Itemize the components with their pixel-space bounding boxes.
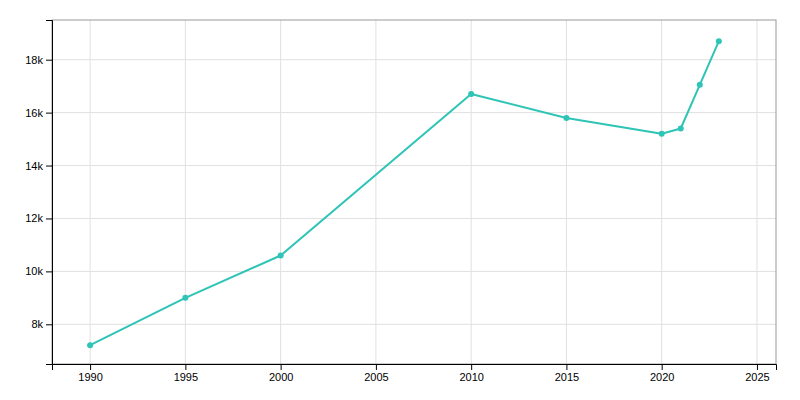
tick-label: 8k <box>31 318 43 330</box>
grid-line <box>661 20 662 364</box>
point <box>468 91 474 97</box>
tick: 2015 <box>555 364 579 383</box>
tick: 18k <box>25 54 52 66</box>
tick-mark <box>281 364 282 370</box>
grid-line <box>566 20 567 364</box>
tick: 2010 <box>459 364 483 383</box>
tick-mark <box>46 166 52 167</box>
tick-mark <box>566 364 567 370</box>
marks <box>87 38 722 348</box>
tick-mark <box>662 364 663 370</box>
point <box>716 38 722 44</box>
tick: 2025 <box>745 364 769 383</box>
point <box>563 115 569 121</box>
tick: 8k <box>31 318 52 330</box>
point <box>182 295 188 301</box>
tick-label: 1995 <box>174 371 198 383</box>
grid <box>52 20 776 364</box>
tick-mark <box>46 60 52 61</box>
grid-line <box>471 20 472 364</box>
tick-mark <box>185 364 186 370</box>
point <box>678 125 684 131</box>
x-axis: 1990 1995 2000 2005 2010 2015 2020 2025 <box>53 364 777 383</box>
tick-label: 2015 <box>555 371 579 383</box>
tick-mark <box>46 113 52 114</box>
axis-line <box>46 21 53 365</box>
grid-line <box>280 20 281 364</box>
grid-line <box>52 112 776 113</box>
tick: 10k <box>25 265 52 277</box>
tick-label: 10k <box>25 265 43 277</box>
point <box>697 82 703 88</box>
tick-label: 2005 <box>364 371 388 383</box>
tick-label: 2025 <box>745 371 769 383</box>
grid-line <box>52 324 776 325</box>
tick-mark <box>46 218 52 219</box>
tick: 2000 <box>269 364 293 383</box>
tick-mark <box>757 364 758 370</box>
tick: 1990 <box>78 364 102 383</box>
tick: 12k <box>25 212 52 224</box>
chart: 1990 1995 2000 2005 2010 2015 2020 2025 8k 10k 12k… <box>0 0 800 400</box>
axis-line <box>53 365 777 371</box>
point <box>659 131 665 137</box>
grid-line <box>52 59 776 60</box>
point <box>87 342 93 348</box>
tick: 2005 <box>364 364 388 383</box>
grid-line <box>52 218 776 219</box>
point <box>278 253 284 259</box>
grid-line <box>375 20 376 364</box>
tick-label: 18k <box>25 54 43 66</box>
plot-frame <box>52 20 776 364</box>
plot: 1990 1995 2000 2005 2010 2015 2020 2025 8k 10k 12k… <box>25 20 776 383</box>
tick-mark <box>46 271 52 272</box>
tick-mark <box>46 324 52 325</box>
tick: 1995 <box>174 364 198 383</box>
tick-label: 14k <box>25 160 43 172</box>
tick-mark <box>90 364 91 370</box>
grid-line <box>90 20 91 364</box>
tick: 16k <box>25 107 52 119</box>
grid-line <box>52 271 776 272</box>
tick: 14k <box>25 160 52 172</box>
tick-label: 16k <box>25 107 43 119</box>
line <box>90 41 719 345</box>
tick-label: 12k <box>25 212 43 224</box>
tick-mark <box>376 364 377 370</box>
tick-mark <box>471 364 472 370</box>
y-axis: 8k 10k 12k 14k 16k 18k <box>25 21 52 365</box>
tick-label: 2010 <box>459 371 483 383</box>
tick-label: 2020 <box>650 371 674 383</box>
tick-label: 2000 <box>269 371 293 383</box>
grid-line <box>185 20 186 364</box>
grid-line <box>756 20 757 364</box>
tick: 2020 <box>650 364 674 383</box>
grid-line <box>52 165 776 166</box>
tick-label: 1990 <box>78 371 102 383</box>
